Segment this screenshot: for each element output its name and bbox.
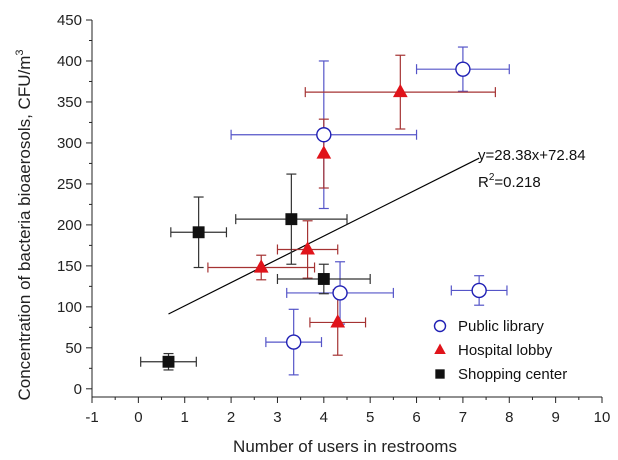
y-axis-title-main: Concentration of bacteria bioaerosols, C… — [15, 56, 34, 401]
r2-value: =0.218 — [494, 174, 540, 191]
y-tick-label: 350 — [57, 94, 82, 111]
public-library-point — [285, 334, 302, 350]
legend-marker-shopping-center — [435, 369, 445, 379]
data-points — [162, 61, 487, 368]
y-tick-label: 100 — [57, 299, 82, 316]
x-tick-label: 0 — [134, 409, 142, 426]
y-tick-label: 400 — [57, 53, 82, 70]
hospital-lobby-point — [253, 259, 269, 273]
y-tick-label: 300 — [57, 135, 82, 152]
public-library-point — [332, 285, 348, 301]
x-tick-label: 6 — [412, 409, 420, 426]
public-library-point — [455, 61, 471, 77]
x-tick-label: 9 — [551, 409, 559, 426]
hospital-lobby-point — [316, 145, 332, 159]
y-tick-label: 150 — [57, 258, 82, 275]
shopping-center-point — [162, 355, 175, 368]
x-tick-label: 5 — [366, 409, 374, 426]
trend-equation: y=28.38x+72.84 — [478, 147, 586, 164]
legend-label-public-library: Public library — [458, 318, 544, 335]
public-library-point — [471, 282, 487, 299]
axes — [86, 19, 603, 403]
y-tick-label: 0 — [74, 381, 82, 398]
x-tick-label: 4 — [320, 409, 328, 426]
x-tick-label: 7 — [459, 409, 467, 426]
r2-superscript: 2 — [489, 172, 495, 183]
hospital-lobby-point — [300, 241, 315, 255]
hospital-lobby-point — [330, 314, 346, 328]
y-axis-title-superscript: 3 — [14, 49, 26, 55]
shopping-center-point — [285, 213, 298, 226]
legend-label-hospital-lobby: Hospital lobby — [458, 342, 553, 359]
x-tick-label: 3 — [273, 409, 281, 426]
x-tick-label: -1 — [85, 409, 98, 426]
x-tick-label: 1 — [181, 409, 189, 426]
tick-labels: -1 0 1 2 3 4 5 6 7 8 9 1005010015020025030035040045… — [57, 12, 610, 426]
shopping-center-point — [192, 226, 205, 239]
error-bars — [140, 46, 510, 376]
x-tick-label: 10 — [594, 409, 611, 426]
public-library-point — [316, 127, 332, 143]
y-tick-label: 250 — [57, 176, 82, 193]
y-axis-title: Concentration of bacteria bioaerosols, C… — [14, 49, 34, 400]
y-tick-label: 200 — [57, 217, 82, 234]
trend-r-squared: R2=0.218 — [478, 172, 541, 191]
y-tick-label: 450 — [57, 12, 82, 29]
legend-label-shopping-center: Shopping center — [458, 366, 567, 383]
trend-line — [168, 157, 480, 315]
x-tick-label: 2 — [227, 409, 235, 426]
x-tick-label: 8 — [505, 409, 513, 426]
legend: Public library Hospital lobby Shopping cen… — [433, 318, 567, 383]
hospital-lobby-point — [392, 83, 408, 98]
legend-marker-hospital-lobby — [434, 343, 446, 354]
shopping-center-point — [317, 273, 330, 285]
r2-base: R — [478, 174, 489, 191]
legend-marker-public-library — [433, 319, 447, 333]
trendline — [168, 157, 480, 315]
x-axis-title: Number of users in restrooms — [233, 437, 457, 456]
y-tick-label: 50 — [65, 340, 82, 357]
